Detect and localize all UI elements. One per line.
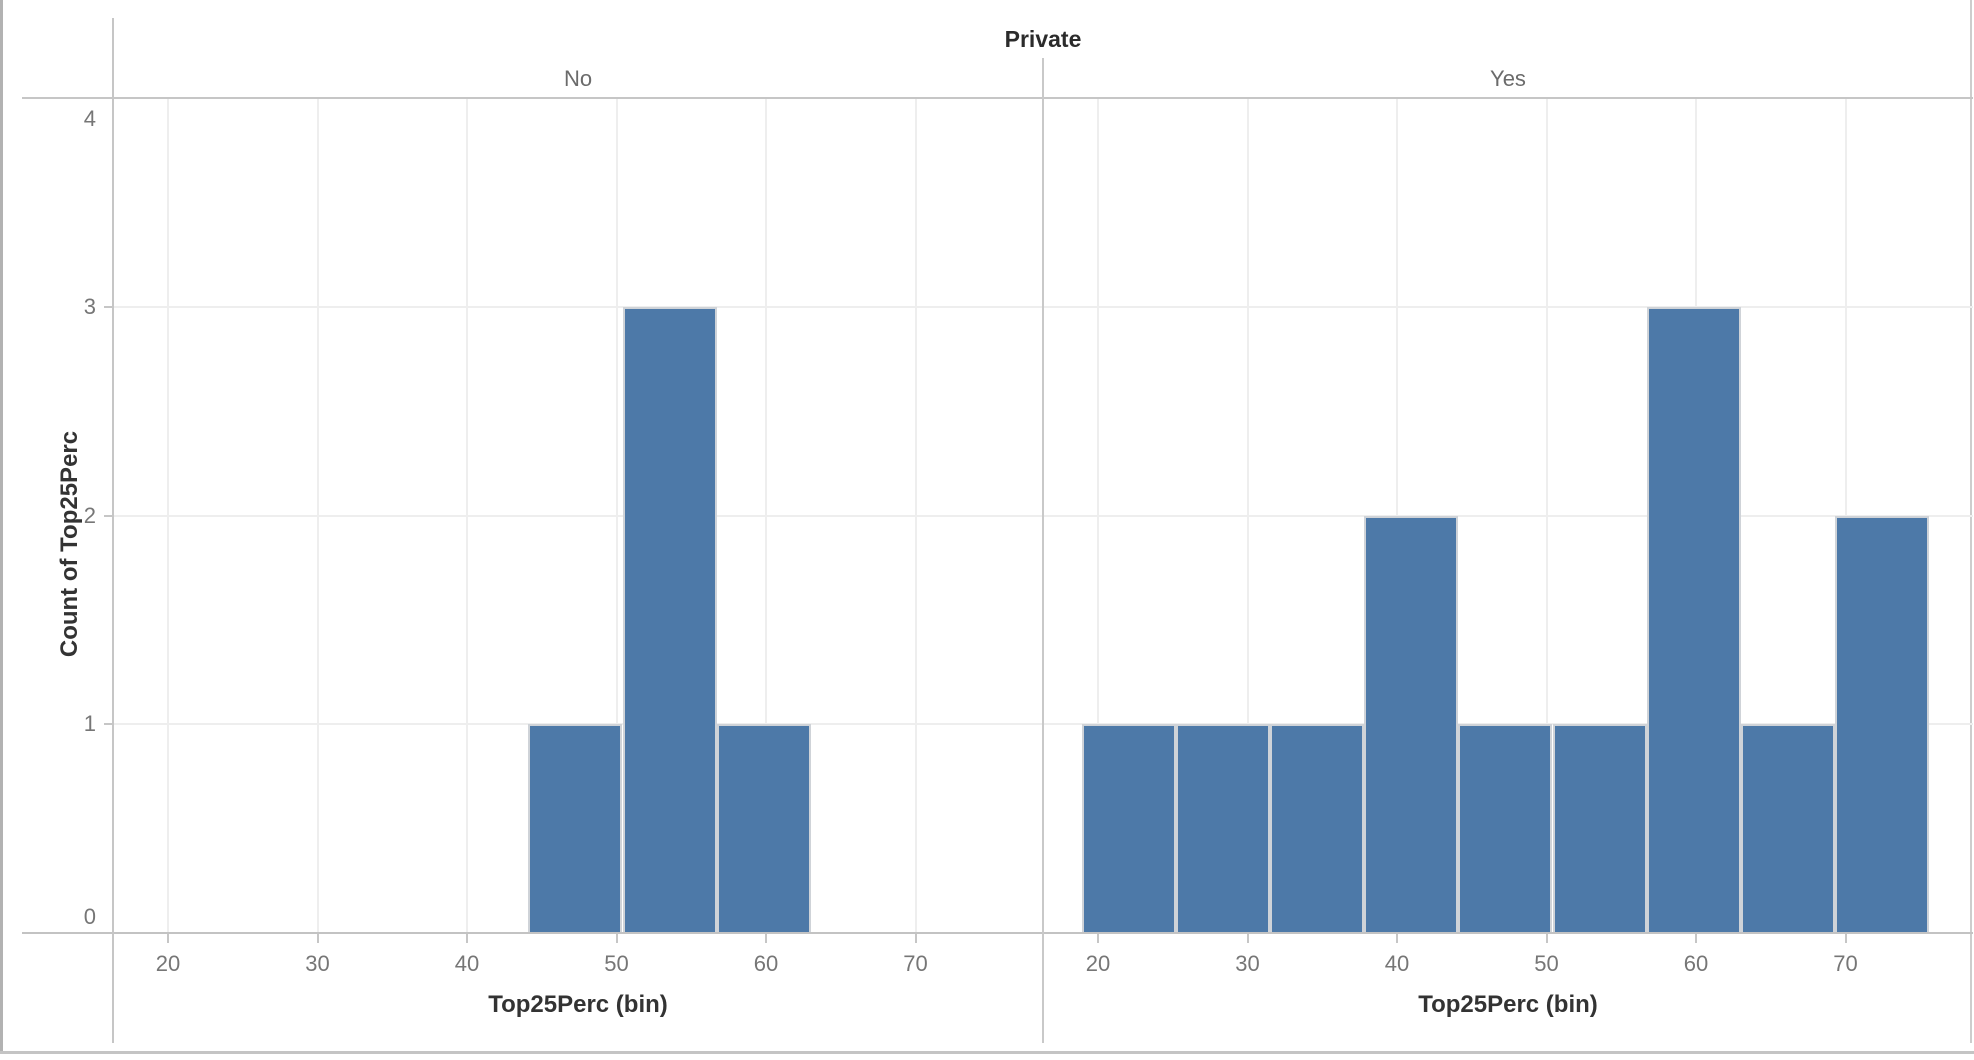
histogram-bar[interactable] bbox=[1646, 306, 1741, 934]
x-tick-label: 60 bbox=[753, 951, 779, 976]
x-tick-label: 50 bbox=[604, 951, 629, 976]
y-tick-mark bbox=[104, 305, 112, 308]
histogram-bar[interactable] bbox=[622, 306, 717, 934]
histogram-bar[interactable] bbox=[1364, 515, 1459, 933]
x-tick-label: 70 bbox=[903, 951, 928, 976]
x-tick-mark bbox=[914, 933, 917, 943]
x-tick-mark bbox=[1844, 933, 1847, 943]
x-gridline bbox=[1246, 98, 1249, 933]
y-tick-mark bbox=[104, 514, 112, 517]
y-tick-label: 1 bbox=[83, 711, 96, 737]
y-tick-label: 4 bbox=[83, 106, 96, 131]
x-tick-label: 40 bbox=[1384, 951, 1410, 976]
x-tick-label: 30 bbox=[1235, 951, 1260, 976]
y-tick-label: 0 bbox=[83, 904, 96, 929]
x-tick-label: 20 bbox=[1085, 951, 1111, 976]
x-gridline bbox=[167, 98, 169, 933]
x-gridline bbox=[615, 98, 618, 933]
histogram-bar[interactable] bbox=[1081, 724, 1176, 934]
column-field-title: Private bbox=[1004, 26, 1082, 52]
facet-divider-line bbox=[1042, 58, 1044, 1043]
x-tick-label: 30 bbox=[305, 951, 330, 976]
x-tick-label: 20 bbox=[155, 951, 181, 976]
x-gridline bbox=[466, 98, 468, 933]
x-tick-mark bbox=[316, 933, 319, 943]
x-tick-mark bbox=[1396, 933, 1398, 943]
pane-top-border bbox=[22, 97, 1973, 99]
x-tick-mark bbox=[765, 933, 767, 943]
window-border-right bbox=[1970, 0, 1972, 1043]
histogram-bar[interactable] bbox=[1740, 724, 1835, 934]
facet-header[interactable]: Yes bbox=[1490, 66, 1526, 91]
x-tick-mark bbox=[1545, 933, 1548, 943]
window-border-bottom bbox=[0, 1051, 1974, 1054]
window-border-left bbox=[0, 0, 3, 1054]
x-tick-label: 50 bbox=[1534, 951, 1559, 976]
x-tick-mark bbox=[615, 933, 618, 943]
x-tick-mark bbox=[167, 933, 169, 943]
y-tick-label: 2 bbox=[83, 502, 96, 528]
x-gridline bbox=[1545, 98, 1548, 933]
histogram-bar[interactable] bbox=[1175, 724, 1270, 934]
x-tick-mark bbox=[1097, 933, 1099, 943]
y-axis-line bbox=[112, 18, 114, 1043]
x-tick-label: 60 bbox=[1683, 951, 1709, 976]
y-tick-label: 3 bbox=[83, 293, 96, 319]
histogram-bar[interactable] bbox=[1552, 724, 1647, 934]
histogram-bar[interactable] bbox=[1835, 515, 1930, 933]
histogram-bar[interactable] bbox=[528, 724, 623, 934]
x-tick-mark bbox=[466, 933, 468, 943]
x-tick-label: 40 bbox=[454, 951, 480, 976]
histogram-bar[interactable] bbox=[1269, 724, 1365, 934]
x-gridline bbox=[316, 98, 319, 933]
x-gridline bbox=[1097, 98, 1099, 933]
x-gridline bbox=[765, 98, 767, 933]
histogram-bar[interactable] bbox=[716, 724, 811, 934]
facet-header[interactable]: No bbox=[563, 66, 593, 91]
x-tick-mark bbox=[1695, 933, 1697, 943]
x-tick-label: 70 bbox=[1833, 951, 1858, 976]
x-axis-title: Top25Perc (bin) bbox=[488, 991, 668, 1018]
x-gridline bbox=[914, 98, 917, 933]
x-tick-mark bbox=[1246, 933, 1249, 943]
x-axis-line bbox=[22, 932, 1973, 934]
histogram-bar[interactable] bbox=[1458, 724, 1553, 934]
x-axis-title: Top25Perc (bin) bbox=[1418, 991, 1598, 1018]
y-tick-mark bbox=[104, 723, 112, 726]
